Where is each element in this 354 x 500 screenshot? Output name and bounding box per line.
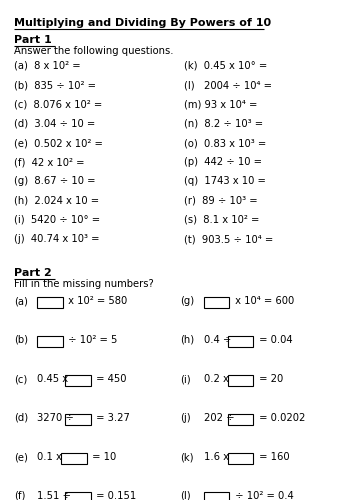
FancyBboxPatch shape	[228, 414, 253, 425]
Text: (c): (c)	[14, 374, 27, 384]
Text: = 450: = 450	[93, 374, 127, 384]
Text: = 0.0202: = 0.0202	[256, 413, 305, 423]
Text: x 10⁴ = 600: x 10⁴ = 600	[232, 296, 294, 306]
Text: 3270 ÷: 3270 ÷	[37, 413, 77, 423]
FancyBboxPatch shape	[61, 453, 87, 464]
Text: (h)  2.024 x 10 =: (h) 2.024 x 10 =	[14, 196, 99, 206]
Text: = 20: = 20	[256, 374, 283, 384]
Text: = 0.04: = 0.04	[256, 335, 292, 345]
Text: (e): (e)	[14, 452, 28, 462]
Text: (s)  8.1 x 10² =: (s) 8.1 x 10² =	[184, 215, 259, 225]
FancyBboxPatch shape	[228, 453, 253, 464]
Text: Multiplying and Dividing By Powers of 10: Multiplying and Dividing By Powers of 10	[14, 18, 271, 28]
Text: (e)  0.502 x 10² =: (e) 0.502 x 10² =	[14, 138, 103, 148]
Text: (k)  0.45 x 10° =: (k) 0.45 x 10° =	[184, 61, 267, 71]
Text: (f): (f)	[14, 491, 25, 500]
Text: (b): (b)	[14, 335, 28, 345]
Text: (l): (l)	[181, 491, 191, 500]
Text: 202 ÷: 202 ÷	[204, 413, 237, 423]
Text: (a)  8 x 10² =: (a) 8 x 10² =	[14, 61, 81, 71]
Text: (g): (g)	[181, 296, 195, 306]
Text: 0.2 x: 0.2 x	[204, 374, 232, 384]
Text: 0.4 ÷: 0.4 ÷	[204, 335, 234, 345]
FancyBboxPatch shape	[204, 297, 229, 308]
Text: = 3.27: = 3.27	[93, 413, 130, 423]
Text: = 0.151: = 0.151	[93, 491, 137, 500]
Text: Part 1: Part 1	[14, 35, 52, 45]
Text: (t)  903.5 ÷ 10⁴ =: (t) 903.5 ÷ 10⁴ =	[184, 234, 273, 244]
Text: (b)  835 ÷ 10² =: (b) 835 ÷ 10² =	[14, 80, 96, 90]
Text: (k): (k)	[181, 452, 194, 462]
Text: ÷ 10² = 5: ÷ 10² = 5	[65, 335, 118, 345]
Text: (g)  8.67 ÷ 10 =: (g) 8.67 ÷ 10 =	[14, 176, 96, 186]
Text: (d)  3.04 ÷ 10 =: (d) 3.04 ÷ 10 =	[14, 118, 96, 128]
Text: = 160: = 160	[256, 452, 290, 462]
Text: Fill in the missing numbers?: Fill in the missing numbers?	[14, 279, 154, 289]
Text: (i): (i)	[181, 374, 191, 384]
FancyBboxPatch shape	[65, 375, 91, 386]
Text: (c)  8.076 x 10² =: (c) 8.076 x 10² =	[14, 100, 102, 110]
Text: (d): (d)	[14, 413, 28, 423]
Text: 1.51 ÷: 1.51 ÷	[37, 491, 74, 500]
FancyBboxPatch shape	[37, 297, 63, 308]
Text: 0.1 x: 0.1 x	[37, 452, 65, 462]
Text: Part 2: Part 2	[14, 268, 52, 278]
Text: Answer the following questions.: Answer the following questions.	[14, 46, 174, 56]
FancyBboxPatch shape	[37, 336, 63, 347]
Text: = 10: = 10	[90, 452, 117, 462]
Text: (j): (j)	[181, 413, 191, 423]
FancyBboxPatch shape	[204, 492, 229, 500]
Text: x 10² = 580: x 10² = 580	[65, 296, 128, 306]
Text: 0.45 x: 0.45 x	[37, 374, 72, 384]
Text: (j)  40.74 x 10³ =: (j) 40.74 x 10³ =	[14, 234, 100, 244]
Text: ÷ 10² = 0.4: ÷ 10² = 0.4	[232, 491, 293, 500]
Text: (o)  0.83 x 10³ =: (o) 0.83 x 10³ =	[184, 138, 266, 148]
Text: (q)  1743 x 10 =: (q) 1743 x 10 =	[184, 176, 266, 186]
Text: (p)  442 ÷ 10 =: (p) 442 ÷ 10 =	[184, 157, 262, 167]
Text: 1.6 x: 1.6 x	[204, 452, 232, 462]
Text: (m) 93 x 10⁴ =: (m) 93 x 10⁴ =	[184, 100, 257, 110]
Text: (h): (h)	[181, 335, 195, 345]
FancyBboxPatch shape	[228, 375, 253, 386]
Text: (i)  5420 ÷ 10° =: (i) 5420 ÷ 10° =	[14, 215, 100, 225]
Text: (n)  8.2 ÷ 10³ =: (n) 8.2 ÷ 10³ =	[184, 118, 263, 128]
Text: (f)  42 x 10² =: (f) 42 x 10² =	[14, 157, 85, 167]
FancyBboxPatch shape	[65, 492, 91, 500]
FancyBboxPatch shape	[65, 414, 91, 425]
Text: (l)   2004 ÷ 10⁴ =: (l) 2004 ÷ 10⁴ =	[184, 80, 272, 90]
Text: (a): (a)	[14, 296, 28, 306]
FancyBboxPatch shape	[228, 336, 253, 347]
Text: (r)  89 ÷ 10³ =: (r) 89 ÷ 10³ =	[184, 196, 258, 206]
